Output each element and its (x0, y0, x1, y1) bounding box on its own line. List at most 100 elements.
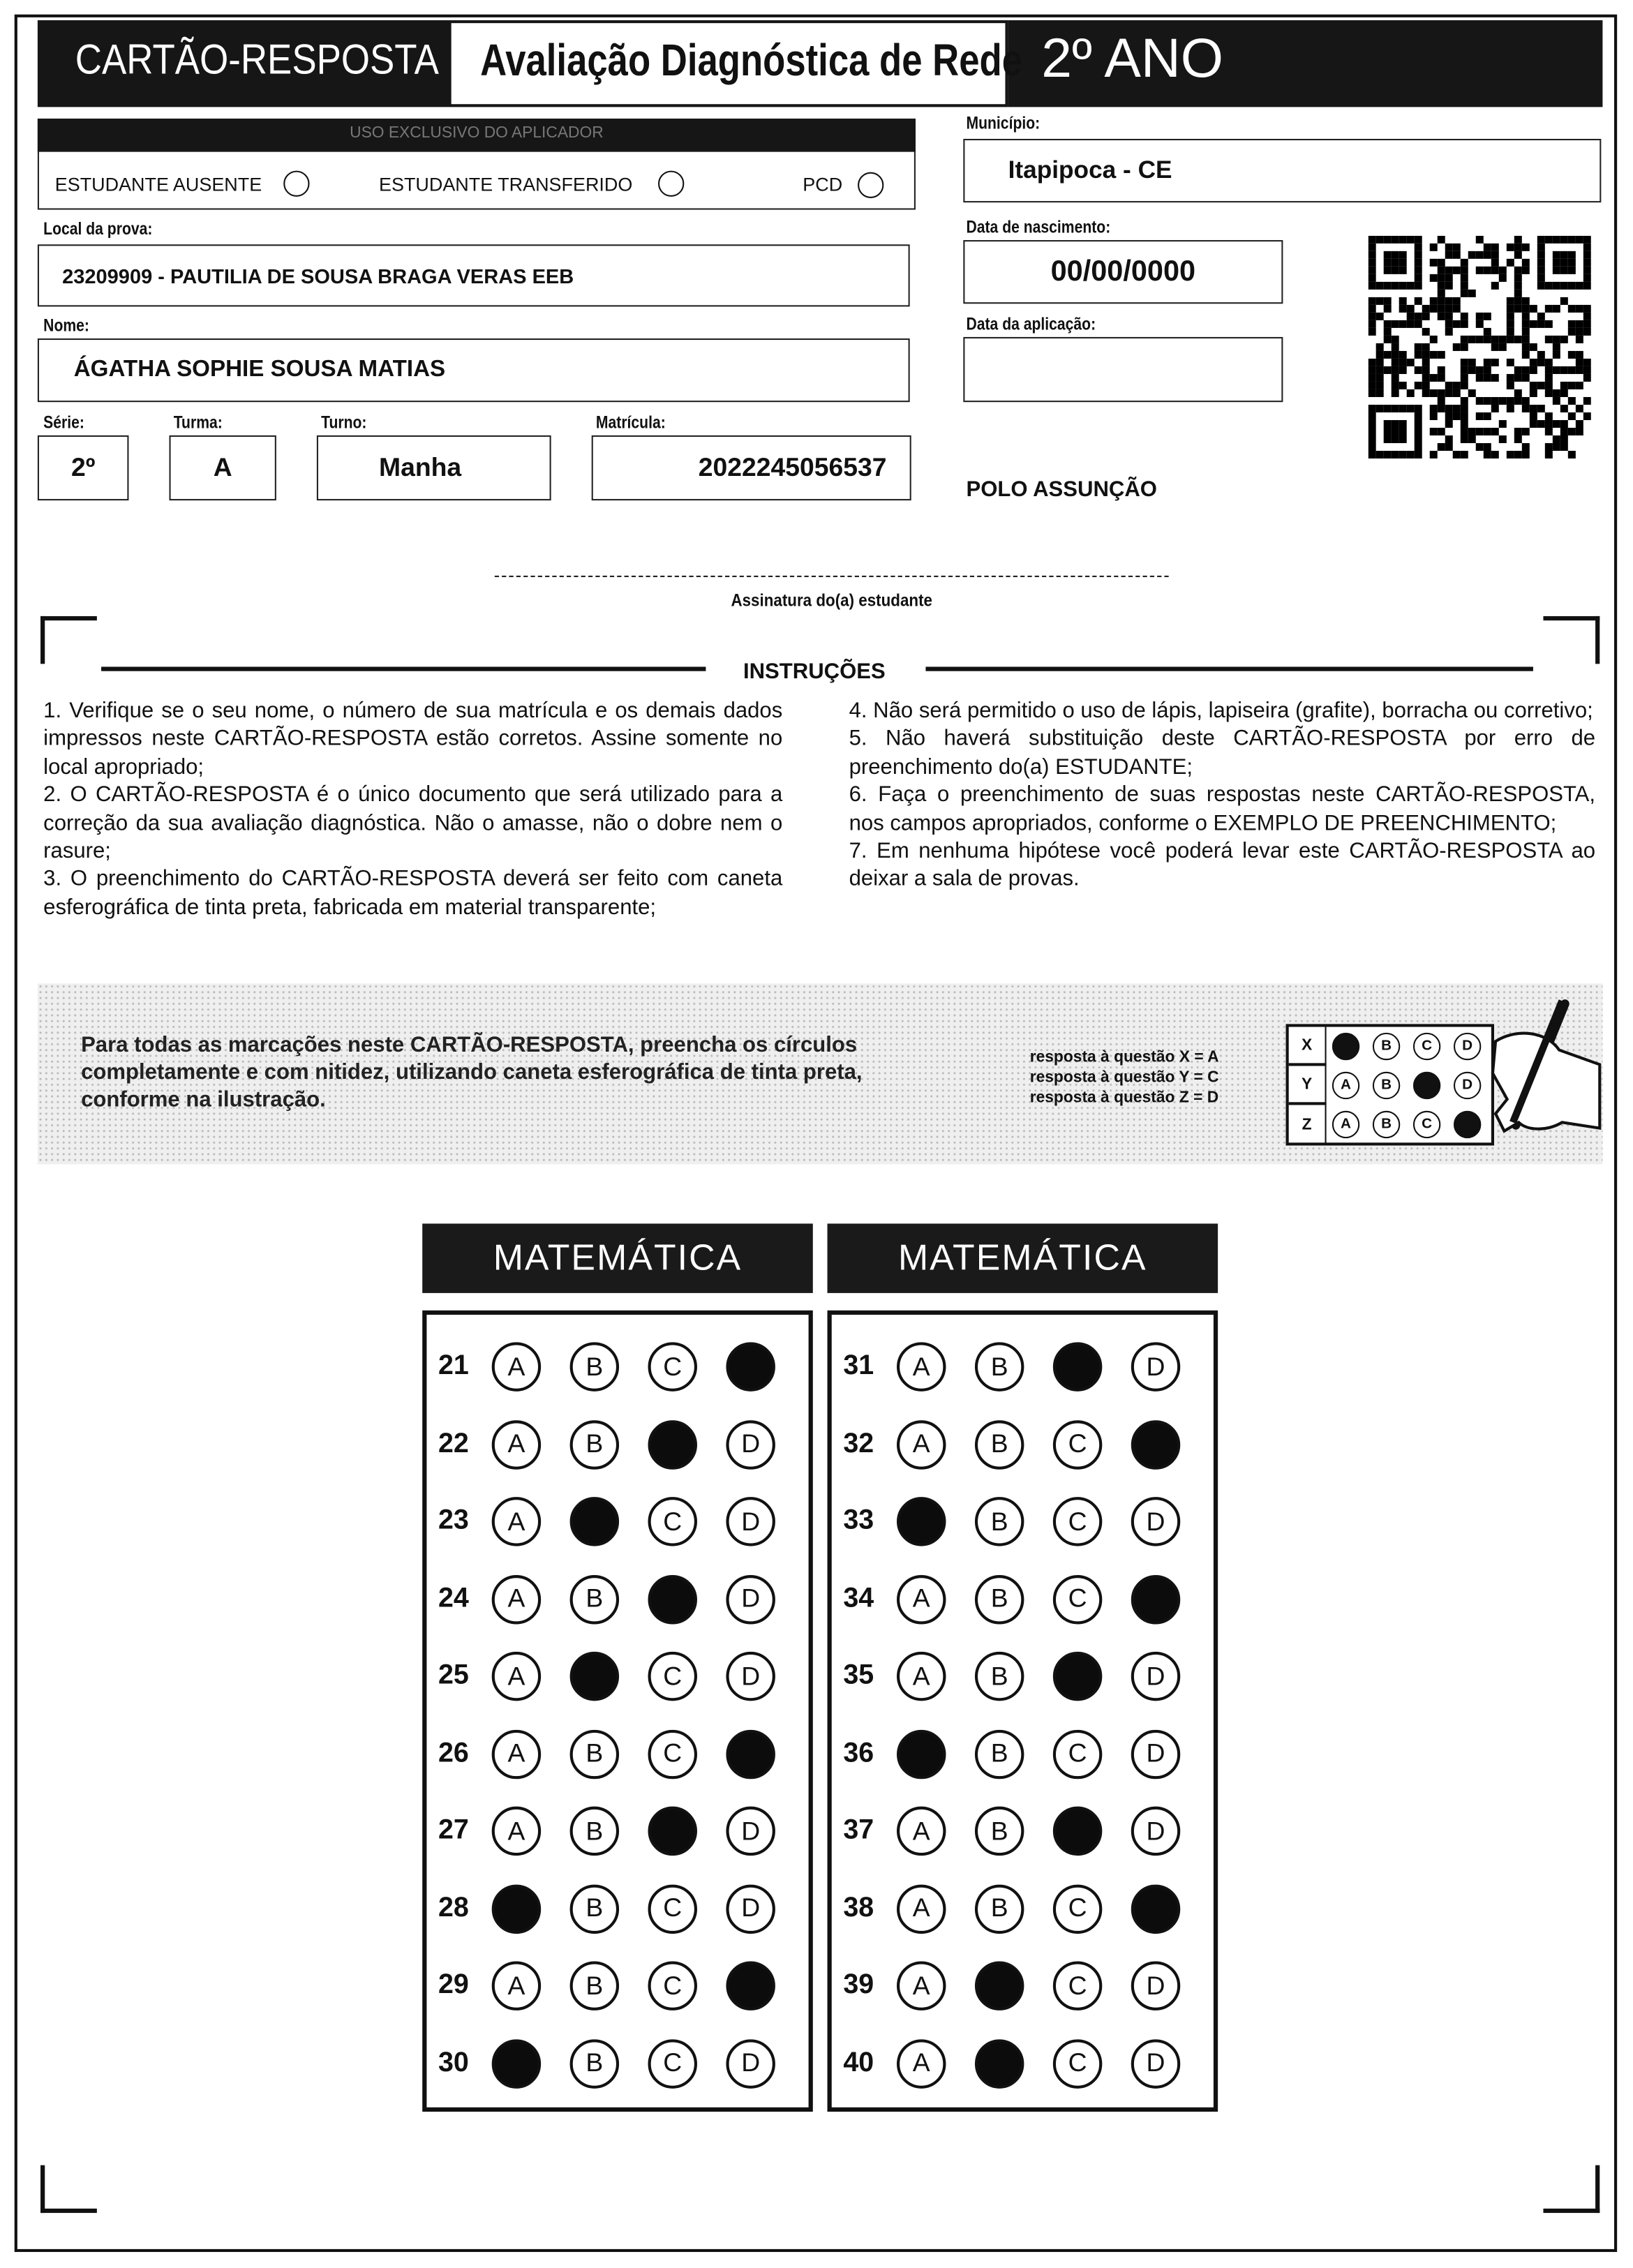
answer-bubble-21-a[interactable]: A (491, 1342, 542, 1392)
answer-bubble-28-a[interactable]: A (491, 1883, 542, 1934)
answer-bubble-29-d[interactable]: D (726, 1961, 775, 2010)
answer-bubble-23-c[interactable]: C (648, 1497, 697, 1546)
answer-bubble-33-d[interactable]: D (1131, 1497, 1181, 1546)
answer-bubble-38-b[interactable]: B (974, 1883, 1024, 1934)
answer-bubble-26-c[interactable]: C (648, 1729, 697, 1779)
answer-bubble-39-a[interactable]: A (897, 1961, 946, 2010)
answer-bubble-31-b[interactable]: B (974, 1342, 1024, 1392)
answer-bubble-40-d[interactable]: D (1131, 2038, 1181, 2088)
answer-bubble-38-a[interactable]: A (897, 1883, 946, 1934)
answer-bubble-39-d[interactable]: D (1131, 1961, 1181, 2010)
answer-bubble-21-d[interactable]: D (726, 1342, 775, 1392)
answer-bubble-33-a[interactable]: A (897, 1497, 946, 1546)
answer-bubble-32-a[interactable]: A (897, 1419, 946, 1469)
answer-bubble-26-b[interactable]: B (569, 1729, 620, 1779)
answer-bubble-22-a[interactable]: A (491, 1419, 542, 1469)
answer-bubble-34-b[interactable]: B (974, 1574, 1024, 1624)
answer-bubble-36-c[interactable]: C (1052, 1729, 1103, 1779)
qr-module (1491, 427, 1499, 435)
answer-bubble-28-d[interactable]: D (726, 1883, 775, 1934)
answer-bubble-38-c[interactable]: C (1052, 1883, 1103, 1934)
grade: 2º ANO (1041, 29, 1224, 90)
answer-bubble-22-b[interactable]: B (569, 1419, 620, 1469)
qr-module (1414, 427, 1422, 435)
answer-bubble-23-a[interactable]: A (491, 1497, 542, 1546)
answer-bubble-21-c[interactable]: C (648, 1342, 697, 1392)
answer-bubble-25-d[interactable]: D (726, 1651, 775, 1701)
answer-bubble-37-a[interactable]: A (897, 1806, 946, 1856)
qr-module (1391, 435, 1399, 444)
answer-bubble-37-d[interactable]: D (1131, 1806, 1181, 1856)
qr-module (1383, 281, 1392, 290)
answer-bubble-36-a[interactable]: A (897, 1729, 946, 1779)
answer-bubble-38-d[interactable]: D (1131, 1883, 1181, 1934)
example-bubble: B (1372, 1110, 1401, 1139)
qr-module (1529, 366, 1537, 374)
answer-bubble-31-d[interactable]: D (1131, 1342, 1181, 1392)
answer-bubble-36-b[interactable]: B (974, 1729, 1024, 1779)
answer-bubble-30-b[interactable]: B (569, 2038, 620, 2088)
qr-module (1437, 289, 1445, 297)
answer-bubble-21-b[interactable]: B (569, 1342, 620, 1392)
answer-bubble-35-a[interactable]: A (897, 1651, 946, 1701)
transferred-checkbox[interactable] (658, 170, 685, 197)
answer-bubble-30-c[interactable]: C (648, 2038, 697, 2088)
answer-bubble-25-c[interactable]: C (648, 1651, 697, 1701)
answer-bubble-40-c[interactable]: C (1052, 2038, 1103, 2088)
answer-bubble-27-d[interactable]: D (726, 1806, 775, 1856)
answer-bubble-26-a[interactable]: A (491, 1729, 542, 1779)
answer-bubble-36-d[interactable]: D (1131, 1729, 1181, 1779)
answer-bubble-23-d[interactable]: D (726, 1497, 775, 1546)
answer-bubble-40-b[interactable]: B (974, 2038, 1024, 2088)
answer-bubble-34-c[interactable]: C (1052, 1574, 1103, 1624)
qr-module (1567, 366, 1576, 374)
answer-bubble-32-b[interactable]: B (974, 1419, 1024, 1469)
answer-bubble-30-d[interactable]: D (726, 2038, 775, 2088)
pcd-checkbox[interactable] (858, 172, 884, 198)
answer-bubble-25-a[interactable]: A (491, 1651, 542, 1701)
hand-pen-icon (1491, 999, 1602, 1133)
answer-bubble-32-c[interactable]: C (1052, 1419, 1103, 1469)
answer-bubble-28-b[interactable]: B (569, 1883, 620, 1934)
answer-bubble-24-b[interactable]: B (569, 1574, 620, 1624)
answer-bubble-37-b[interactable]: B (974, 1806, 1024, 1856)
answer-bubble-39-c[interactable]: C (1052, 1961, 1103, 2010)
answer-bubble-33-c[interactable]: C (1052, 1497, 1103, 1546)
answer-bubble-34-d[interactable]: D (1131, 1574, 1181, 1624)
example-bubble (1332, 1032, 1360, 1061)
answer-bubble-31-a[interactable]: A (897, 1342, 946, 1392)
answer-bubble-27-a[interactable]: A (491, 1806, 542, 1856)
answer-bubble-27-c[interactable]: C (648, 1806, 697, 1856)
qr-module (1544, 427, 1553, 435)
answer-bubble-29-b[interactable]: B (569, 1961, 620, 2010)
answer-bubble-30-a[interactable]: A (491, 2038, 542, 2088)
answer-bubble-35-d[interactable]: D (1131, 1651, 1181, 1701)
answer-bubble-34-a[interactable]: A (897, 1574, 946, 1624)
qr-module (1422, 343, 1430, 351)
answer-bubble-29-c[interactable]: C (648, 1961, 697, 2010)
signature-line[interactable] (494, 575, 1169, 577)
answer-bubble-33-b[interactable]: B (974, 1497, 1024, 1546)
answer-bubble-37-c[interactable]: C (1052, 1806, 1103, 1856)
answer-bubble-35-b[interactable]: B (974, 1651, 1024, 1701)
answer-bubble-24-c[interactable]: C (648, 1574, 697, 1624)
answer-bubble-24-d[interactable]: D (726, 1574, 775, 1624)
answer-bubble-29-a[interactable]: A (491, 1961, 542, 2010)
answer-bubble-23-b[interactable]: B (569, 1497, 620, 1546)
answer-bubble-31-c[interactable]: C (1052, 1342, 1103, 1392)
answer-bubble-32-d[interactable]: D (1131, 1419, 1181, 1469)
qr-module (1583, 258, 1591, 267)
answer-bubble-25-b[interactable]: B (569, 1651, 620, 1701)
answer-bubble-22-d[interactable]: D (726, 1419, 775, 1469)
answer-bubble-22-c[interactable]: C (648, 1419, 697, 1469)
answer-bubble-26-d[interactable]: D (726, 1729, 775, 1779)
answer-bubble-27-b[interactable]: B (569, 1806, 620, 1856)
answer-bubble-40-a[interactable]: A (897, 2038, 946, 2088)
answer-bubble-35-c[interactable]: C (1052, 1651, 1103, 1701)
absent-checkbox[interactable] (283, 170, 310, 197)
answer-bubble-24-a[interactable]: A (491, 1574, 542, 1624)
qr-module (1383, 366, 1392, 374)
answer-bubble-28-c[interactable]: C (648, 1883, 697, 1934)
qr-module (1368, 312, 1376, 320)
answer-bubble-39-b[interactable]: B (974, 1961, 1024, 2010)
